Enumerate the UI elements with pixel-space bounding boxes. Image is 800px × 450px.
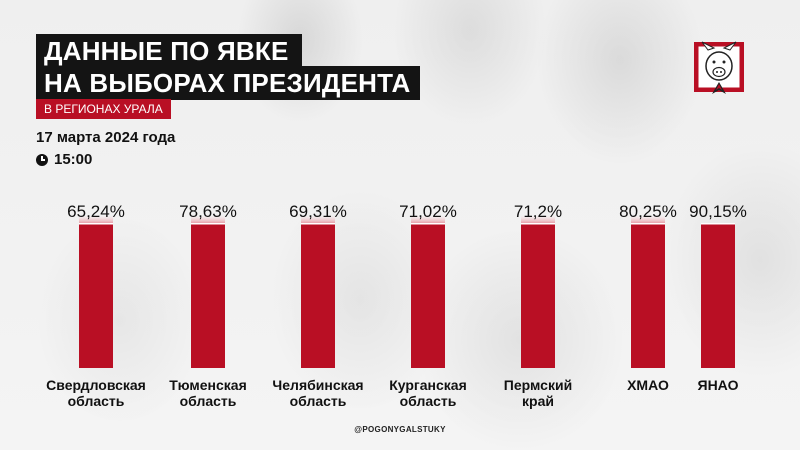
- value-label-4: 71,2%: [514, 202, 562, 221]
- category-label-4-0: Пермский: [504, 377, 572, 393]
- category-label-3-1: область: [400, 393, 457, 409]
- bar-separator-1: [191, 223, 225, 225]
- bar-separator-3: [411, 223, 445, 225]
- bar-1: [191, 225, 225, 369]
- bar-3: [411, 225, 445, 369]
- bar-separator-6: [701, 223, 735, 225]
- bar-2: [301, 225, 335, 369]
- bar-0: [79, 225, 113, 369]
- value-label-1: 78,63%: [179, 202, 237, 221]
- category-label-6-0: ЯНАО: [698, 377, 739, 393]
- value-label-5: 80,25%: [619, 202, 677, 221]
- value-label-0: 65,24%: [67, 202, 125, 221]
- category-label-5-0: ХМАО: [627, 377, 669, 393]
- category-label-0-1: область: [68, 393, 125, 409]
- bar-6: [701, 225, 735, 369]
- bar-separator-4: [521, 223, 555, 225]
- value-label-2: 69,31%: [289, 202, 347, 221]
- bar-separator-2: [301, 223, 335, 225]
- bar-4: [521, 225, 555, 369]
- bar-separator-0: [79, 223, 113, 225]
- category-label-1-0: Тюменская: [169, 377, 247, 393]
- bar-5: [631, 225, 665, 369]
- category-label-3-0: Курганская: [389, 377, 467, 393]
- category-label-0-0: Свердловская: [46, 377, 146, 393]
- category-label-4-1: край: [522, 393, 554, 409]
- category-label-1-1: область: [180, 393, 237, 409]
- social-handle: @POGONYGALSTUKY: [0, 425, 800, 434]
- category-label-2-1: область: [290, 393, 347, 409]
- bar-separator-5: [631, 223, 665, 225]
- value-label-6: 90,15%: [689, 202, 747, 221]
- category-label-2-0: Челябинская: [272, 377, 363, 393]
- value-label-3: 71,02%: [399, 202, 457, 221]
